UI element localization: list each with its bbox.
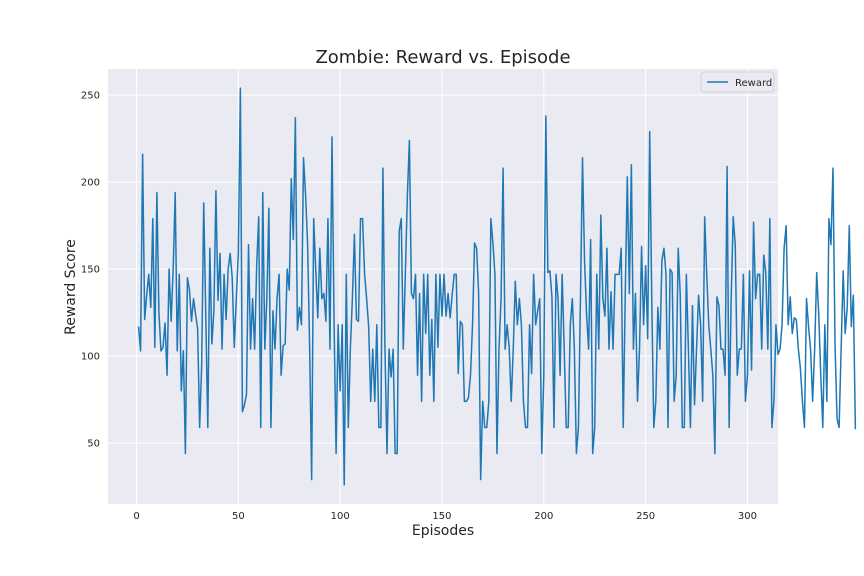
y-tick-label: 100 — [81, 352, 100, 363]
x-tick-label: 50 — [232, 511, 245, 522]
chart-title: Zombie: Reward vs. Episode — [315, 47, 570, 68]
x-axis-label: Episodes — [412, 523, 474, 539]
y-tick-label: 150 — [81, 265, 100, 276]
y-axis-label: Reward Score — [63, 239, 79, 335]
y-tick-label: 200 — [81, 178, 100, 189]
x-tick-label: 250 — [636, 511, 655, 522]
x-tick-label: 100 — [331, 511, 350, 522]
x-tick-label: 0 — [133, 511, 139, 522]
y-tick-label: 50 — [87, 439, 100, 450]
axis-ticks: 0 50 100 150 200 250 300 50 100 150 200 250 — [81, 91, 757, 522]
x-tick-label: 300 — [738, 511, 757, 522]
x-tick-label: 150 — [432, 511, 451, 522]
reward-series-line — [137, 87, 857, 486]
y-tick-label: 250 — [81, 91, 100, 102]
legend-box — [700, 71, 775, 93]
legend: Reward — [700, 71, 775, 93]
x-tick-label: 200 — [534, 511, 553, 522]
legend-label-reward: Reward — [735, 78, 772, 89]
